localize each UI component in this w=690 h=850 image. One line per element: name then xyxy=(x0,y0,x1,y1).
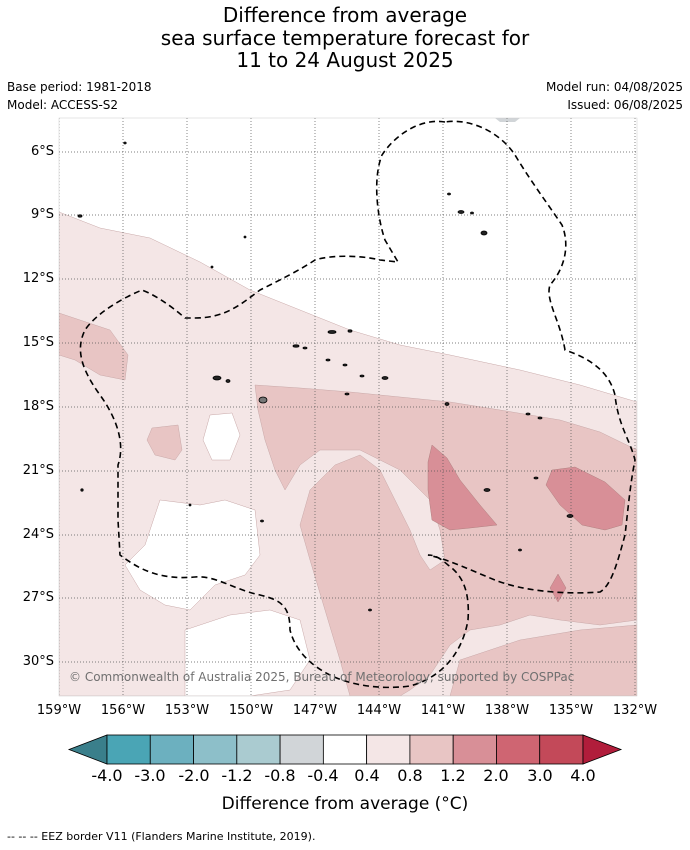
colorbar-tick: -2.0 xyxy=(178,766,210,785)
anomaly-region-strong-east xyxy=(545,466,626,531)
colorbar-tick: -4.0 xyxy=(91,766,123,785)
colorbar-title: Difference from average (°C) xyxy=(221,794,469,814)
lat-label-21s: 21°S xyxy=(22,463,54,478)
lat-label-9s: 9°S xyxy=(30,207,54,222)
colorbar-cell xyxy=(366,734,411,765)
lat-label-27s: 27°S xyxy=(22,590,54,605)
issued-date: Issued: 06/08/2025 xyxy=(567,98,683,112)
colorbar-cell xyxy=(539,734,584,765)
lon-label-156w: 156°W xyxy=(100,703,146,718)
colorbar-tick: 1.2 xyxy=(440,766,466,785)
colorbar-cell xyxy=(452,734,497,765)
colorbar xyxy=(67,734,623,765)
colorbar-cells xyxy=(106,734,584,765)
lat-label-6s: 6°S xyxy=(30,144,54,159)
colorbar-tick: -0.4 xyxy=(307,766,339,785)
colorbar-under-triangle xyxy=(67,734,108,765)
meta-left: Base period: 1981-2018 Model: ACCESS-S2 xyxy=(7,78,152,114)
neutral-patch-island xyxy=(202,412,241,461)
colorbar-cell xyxy=(106,734,151,765)
model-run: Model run: 04/08/2025 xyxy=(545,80,683,94)
anomaly-region-strong-centre xyxy=(427,444,498,531)
colorbar-over-triangle xyxy=(582,734,623,765)
eez-legend-note: -- -- -- EEZ border V11 (Flanders Marine… xyxy=(7,830,316,843)
lon-label-150w: 150°W xyxy=(228,703,274,718)
colorbar-cell xyxy=(279,734,324,765)
gridlines xyxy=(59,118,637,696)
anomaly-region-cool-top xyxy=(495,118,520,122)
islands xyxy=(77,141,574,612)
colorbar-cell xyxy=(322,734,368,765)
map-title: Difference from average sea surface temp… xyxy=(0,4,690,72)
colorbar-cell xyxy=(149,734,194,765)
meta-right: Model run: 04/08/2025 Issued: 06/08/2025 xyxy=(546,78,683,114)
map-area: © Commonwealth of Australia 2025, Bureau… xyxy=(59,118,637,696)
lon-label-159w: 159°W xyxy=(36,703,82,718)
colorbar-cell xyxy=(496,734,541,765)
title-line-3: 11 to 24 August 2025 xyxy=(236,48,454,72)
colorbar-cell xyxy=(236,734,281,765)
colorbar-tick: 3.0 xyxy=(527,766,553,785)
anomaly-region-medium-spot xyxy=(146,424,183,461)
lon-label-138w: 138°W xyxy=(484,703,530,718)
colorbar-tick: -3.0 xyxy=(134,766,166,785)
title-line-2: sea surface temperature forecast for xyxy=(160,25,530,50)
eez-border xyxy=(79,120,636,689)
colorbar-tick: 4.0 xyxy=(570,766,596,785)
lon-label-144w: 144°W xyxy=(356,703,402,718)
lon-label-132w: 132°W xyxy=(612,703,658,718)
lat-label-24s: 24°S xyxy=(22,527,54,542)
neutral-patch-west xyxy=(124,499,261,611)
map-frame xyxy=(58,117,638,697)
neutral-patch-south xyxy=(184,609,311,696)
lon-label-141w: 141°W xyxy=(420,703,466,718)
lat-label-18s: 18°S xyxy=(22,399,54,414)
anomaly-region-strong-small xyxy=(549,573,567,603)
colorbar-cell xyxy=(193,734,238,765)
colorbar-tick: 0.8 xyxy=(397,766,423,785)
lon-label-153w: 153°W xyxy=(164,703,210,718)
base-period: Base period: 1981-2018 xyxy=(7,80,152,94)
model-name: Model: ACCESS-S2 xyxy=(7,98,119,112)
lon-label-135w: 135°W xyxy=(548,703,594,718)
colorbar-tick: 0.4 xyxy=(354,766,380,785)
lat-label-30s: 30°S xyxy=(22,654,54,669)
colorbar-cell xyxy=(409,734,454,765)
lat-label-12s: 12°S xyxy=(22,271,54,286)
colorbar-tick: -1.2 xyxy=(221,766,253,785)
anomaly-region-medium-central xyxy=(254,384,637,696)
colorbar-tick: 2.0 xyxy=(483,766,509,785)
anomaly-region-medium-se xyxy=(449,624,637,696)
lat-label-15s: 15°S xyxy=(22,335,54,350)
copyright-notice: © Commonwealth of Australia 2025, Bureau… xyxy=(69,670,574,684)
title-line-1: Difference from average xyxy=(222,3,468,27)
colorbar-tick: -0.8 xyxy=(264,766,296,785)
lon-label-147w: 147°W xyxy=(292,703,338,718)
anomaly-region-medium-west xyxy=(59,312,129,381)
